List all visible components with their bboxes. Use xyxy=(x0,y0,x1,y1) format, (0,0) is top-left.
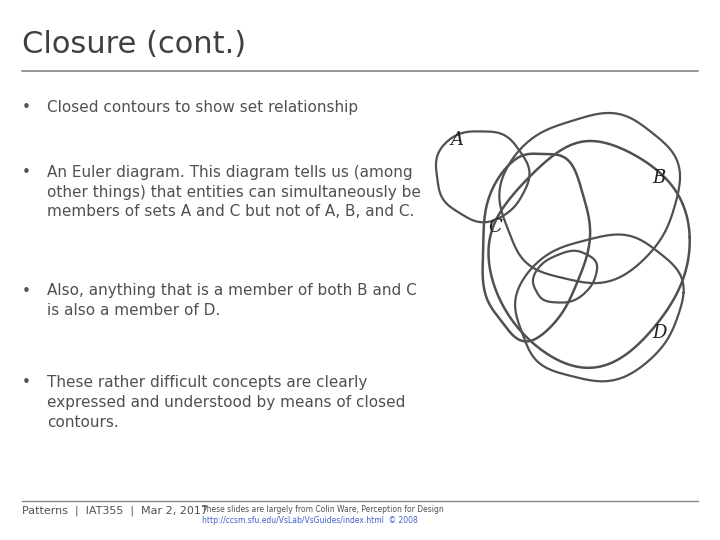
Text: These slides are largely from Colin Ware, Perception for Design: These slides are largely from Colin Ware… xyxy=(202,505,444,515)
Text: An Euler diagram. This diagram tells us (among
other things) that entities can s: An Euler diagram. This diagram tells us … xyxy=(47,165,420,219)
Text: •: • xyxy=(22,165,30,180)
Text: •: • xyxy=(22,284,30,299)
Text: Patterns  |  IAT355  |  Mar 2, 2017: Patterns | IAT355 | Mar 2, 2017 xyxy=(22,505,207,516)
Text: These rather difficult concepts are clearly
expressed and understood by means of: These rather difficult concepts are clea… xyxy=(47,375,405,430)
Text: Closure (cont.): Closure (cont.) xyxy=(22,30,246,59)
Text: •: • xyxy=(22,100,30,115)
Text: http://ccsm.sfu.edu/VsLab/VsGuides/index.html  © 2008: http://ccsm.sfu.edu/VsLab/VsGuides/index… xyxy=(202,516,418,525)
Text: A: A xyxy=(451,131,464,149)
Text: C: C xyxy=(488,218,502,235)
Text: B: B xyxy=(652,168,665,186)
Text: D: D xyxy=(652,323,666,341)
Text: Also, anything that is a member of both B and C
is also a member of D.: Also, anything that is a member of both … xyxy=(47,284,417,318)
Text: Closed contours to show set relationship: Closed contours to show set relationship xyxy=(47,100,358,115)
Text: •: • xyxy=(22,375,30,390)
